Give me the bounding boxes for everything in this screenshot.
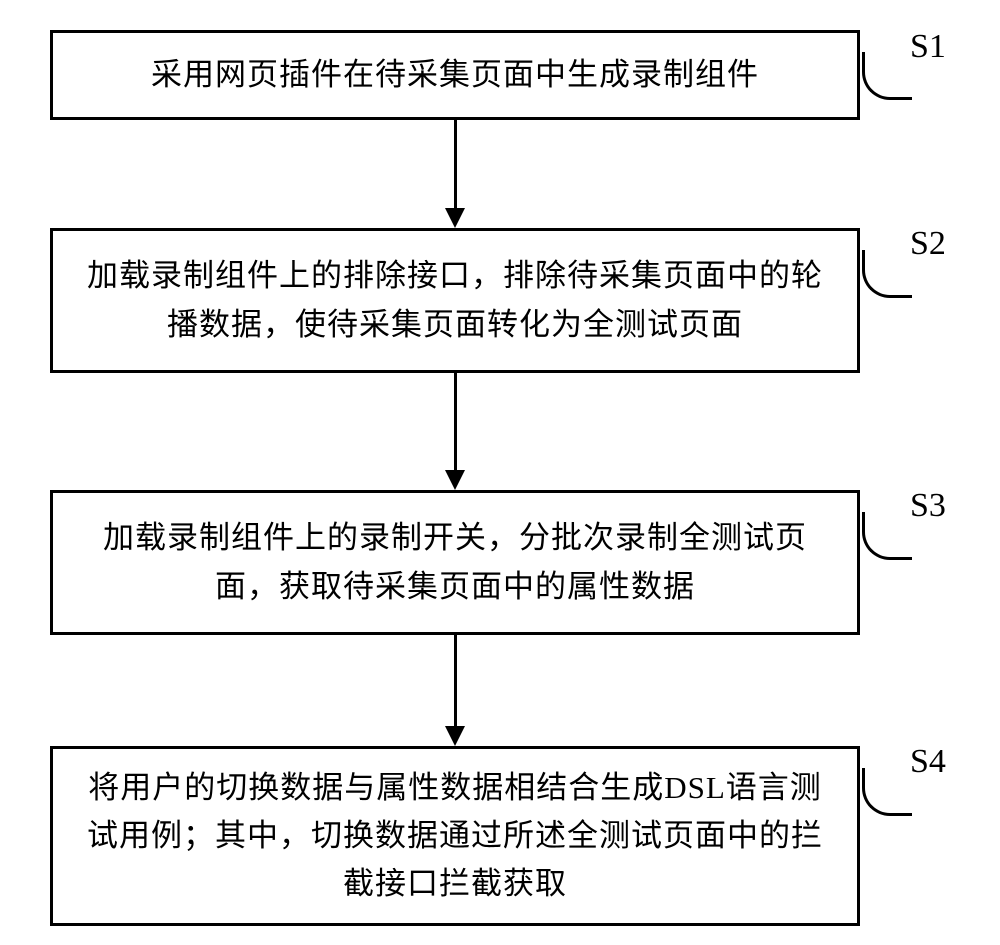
arrow-head-icon [445,470,465,490]
node-text: 将用户的切换数据与属性数据相结合生成DSL语言测试用例；其中，切换数据通过所述全… [73,764,837,908]
node-text: 加载录制组件上的录制开关，分批次录制全测试页面，获取待采集页面中的属性数据 [73,514,837,610]
node-label-s4: S4 [910,743,946,781]
edge-s1-s2 [454,120,457,210]
label-connector [862,250,912,298]
flow-node-s3: 加载录制组件上的录制开关，分批次录制全测试页面，获取待采集页面中的属性数据 [50,490,860,635]
edge-s3-s4 [454,635,457,728]
node-label-s3: S3 [910,487,946,525]
node-label-s2: S2 [910,225,946,263]
edge-s2-s3 [454,373,457,472]
flow-node-s2: 加载录制组件上的排除接口，排除待采集页面中的轮播数据，使待采集页面转化为全测试页… [50,228,860,373]
flow-node-s1: 采用网页插件在待采集页面中生成录制组件 [50,30,860,120]
arrow-head-icon [445,726,465,746]
label-connector [862,512,912,560]
node-text: 加载录制组件上的排除接口，排除待采集页面中的轮播数据，使待采集页面转化为全测试页… [73,252,837,348]
flowchart-canvas: 采用网页插件在待采集页面中生成录制组件 S1 加载录制组件上的排除接口，排除待采… [0,0,1000,945]
label-connector [862,768,912,816]
arrow-head-icon [445,208,465,228]
label-connector [862,52,912,100]
node-text: 采用网页插件在待采集页面中生成录制组件 [151,51,759,99]
node-label-s1: S1 [910,28,946,66]
flow-node-s4: 将用户的切换数据与属性数据相结合生成DSL语言测试用例；其中，切换数据通过所述全… [50,746,860,926]
